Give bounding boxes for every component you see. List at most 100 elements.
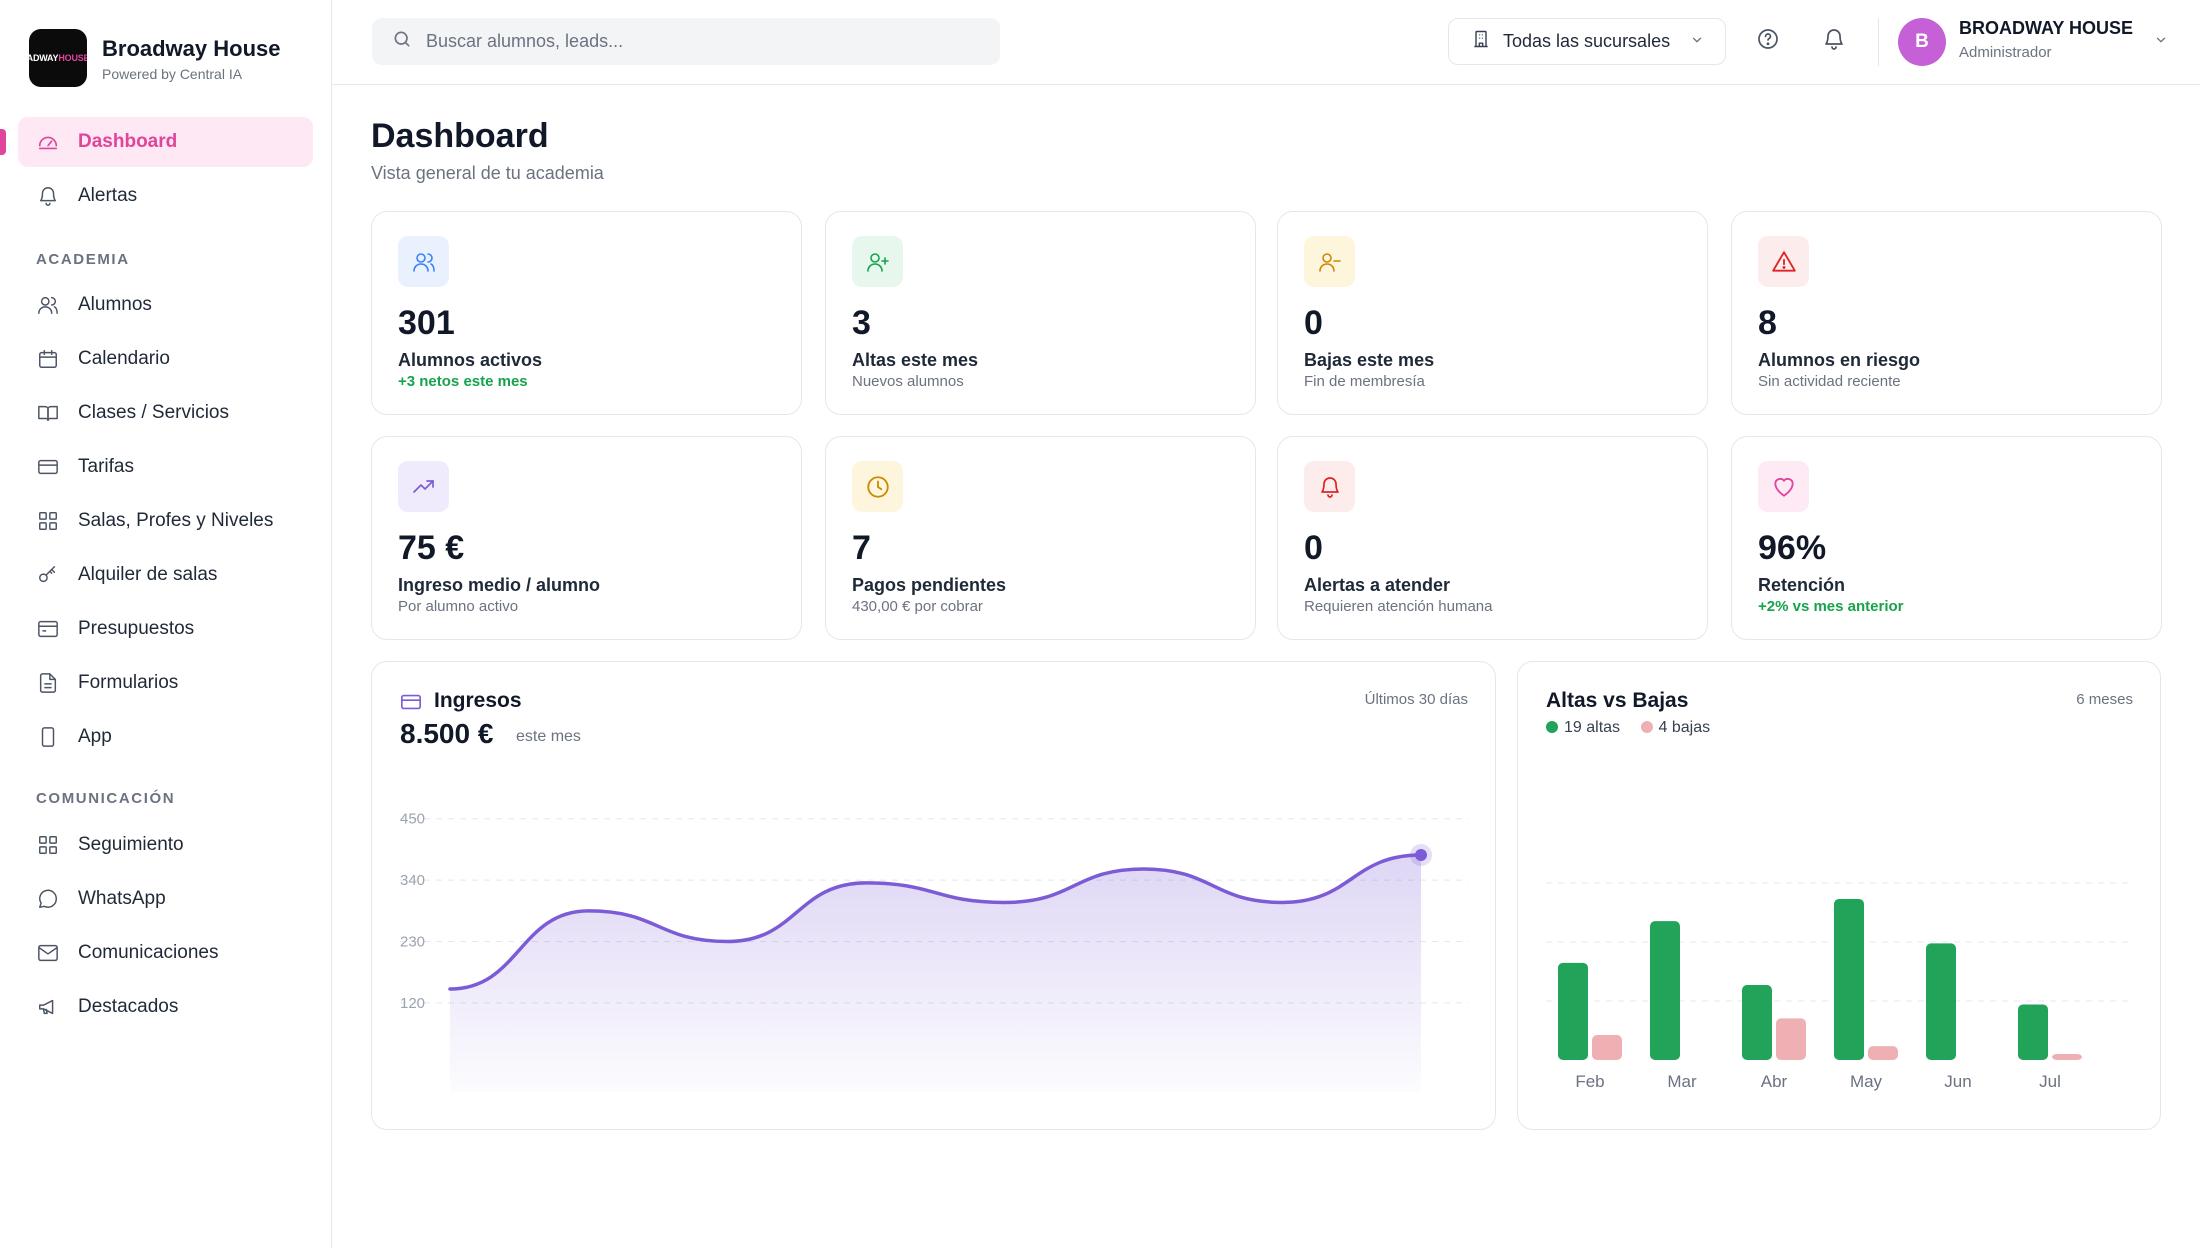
sidebar-item-label: Alertas	[78, 185, 138, 206]
sidebar-item-tarifas[interactable]: Tarifas	[18, 442, 313, 492]
avatar[interactable]: B	[1898, 18, 1946, 66]
ingresos-period: Últimos 30 días	[1364, 691, 1468, 708]
x-tick-label: Feb	[1575, 1072, 1604, 1091]
sidebar-item-alumnos[interactable]: Alumnos	[18, 280, 313, 330]
stat-sub: +2% vs mes anterior	[1758, 598, 1904, 615]
stat-card[interactable]: 8 Alumnos en riesgo Sin actividad reciente	[1731, 211, 2162, 415]
last-point	[1415, 849, 1427, 862]
stat-value: 0	[1304, 529, 1323, 567]
sidebar-item-seguimiento[interactable]: Seguimiento	[18, 820, 313, 870]
sidebar-item-app[interactable]: App	[18, 712, 313, 762]
sidebar-item-presupuestos[interactable]: Presupuestos	[18, 604, 313, 654]
x-tick-label: May	[1850, 1072, 1883, 1091]
sidebar-item-whatsapp[interactable]: WhatsApp	[18, 874, 313, 924]
sidebar-item-label: Comunicaciones	[78, 942, 219, 963]
sidebar-item-label: Alumnos	[78, 294, 152, 315]
altas-bajas-panel: Altas vs Bajas 6 meses 19 altas 4 bajas …	[1517, 661, 2161, 1130]
y-tick-label: 120	[400, 995, 425, 1012]
y-tick-label: 450	[400, 811, 425, 828]
ingresos-amount: 8.500 €	[400, 718, 494, 749]
chevron-down-icon[interactable]	[2154, 33, 2168, 52]
brand[interactable]: ADWAYHOUSE Broadway House Powered by Cen…	[29, 29, 281, 87]
bar-altas	[2018, 1004, 2048, 1060]
sidebar-item-salas[interactable]: Salas, Profes y Niveles	[18, 496, 313, 546]
sidebar-item-label: WhatsApp	[78, 888, 166, 909]
stat-card[interactable]: 0 Alertas a atender Requieren atención hum…	[1277, 436, 1708, 640]
stat-sub: 430,00 € por cobrar	[852, 598, 983, 615]
grid-icon	[36, 833, 60, 857]
stat-card[interactable]: 3 Altas este mes Nuevos alumnos	[825, 211, 1256, 415]
bar-bajas	[1592, 1035, 1622, 1060]
altas-bajas-period: 6 meses	[2076, 691, 2133, 708]
file-text-icon	[36, 671, 60, 695]
stat-card[interactable]: 96% Retención +2% vs mes anterior	[1731, 436, 2162, 640]
stat-label: Bajas este mes	[1304, 350, 1435, 370]
stat-value: 3	[852, 304, 871, 342]
x-tick-label: Mar	[1667, 1072, 1697, 1091]
sidebar-item-destacados[interactable]: Destacados	[18, 982, 313, 1032]
bar-altas	[1834, 898, 1864, 1060]
topbar: Todas las sucursales B BROADWAY HOUSE Ad…	[332, 0, 2200, 85]
y-tick-label: 340	[400, 872, 425, 889]
section-label-comunicacion: COMUNICACIÓN	[36, 790, 176, 807]
notifications-button[interactable]	[1818, 25, 1850, 57]
x-tick-label: Abr	[1761, 1072, 1788, 1091]
stat-sub: Fin de membresía	[1304, 373, 1425, 390]
brand-subtitle: Powered by Central IA	[102, 65, 243, 82]
ingresos-amount-note: este mes	[516, 728, 581, 745]
brand-name: Broadway House	[102, 35, 281, 61]
topbar-divider	[1878, 18, 1879, 66]
stat-card[interactable]: 0 Bajas este mes Fin de membresía	[1277, 211, 1708, 415]
sidebar-item-label: Seguimiento	[78, 834, 184, 855]
ingresos-area-chart: 120 230 340 450	[400, 811, 1469, 1092]
bar-bajas	[2052, 1054, 2082, 1060]
search-input[interactable]	[426, 31, 986, 52]
mail-icon	[36, 941, 60, 965]
brand-logo: ADWAYHOUSE	[29, 29, 87, 87]
building-icon	[1471, 29, 1491, 54]
x-tick-label: Jun	[1944, 1072, 1971, 1091]
sidebar-item-clases[interactable]: Clases / Servicios	[18, 388, 313, 438]
ingresos-panel: Ingresos Últimos 30 días 8.500 € este me…	[371, 661, 1496, 1130]
sidebar-item-formularios[interactable]: Formularios	[18, 658, 313, 708]
stat-card[interactable]: 7 Pagos pendientes 430,00 € por cobrar	[825, 436, 1256, 640]
search-bar[interactable]	[372, 18, 1000, 65]
stat-value: 75 €	[398, 529, 465, 567]
chart-legend: 19 altas 4 bajas	[1546, 719, 1710, 737]
users-icon	[36, 293, 60, 317]
help-button[interactable]	[1752, 25, 1784, 57]
sidebar-item-label: Formularios	[78, 672, 179, 693]
calendar-icon	[36, 347, 60, 371]
stat-card[interactable]: 301 Alumnos activos +3 netos este mes	[371, 211, 802, 415]
section-label-academia: ACADEMIA	[36, 251, 130, 268]
sidebar-item-label: Alquiler de salas	[78, 564, 218, 585]
heart-icon	[1758, 461, 1809, 512]
sidebar-item-label: App	[78, 726, 112, 747]
bar-altas	[1742, 985, 1772, 1060]
book-icon	[36, 401, 60, 425]
altas-bajas-bar-chart: Feb Mar Abr May Jun Jul	[1546, 882, 2132, 1091]
chevron-down-icon	[1690, 31, 1704, 52]
legend-dot-altas	[1546, 721, 1558, 733]
bar-altas	[1926, 943, 1956, 1060]
user-name[interactable]: BROADWAY HOUSE	[1959, 18, 2134, 38]
stat-card[interactable]: 75 € Ingreso medio / alumno Por alumno act…	[371, 436, 802, 640]
chat-bubble-icon	[36, 887, 60, 911]
altas-bajas-title: Altas vs Bajas	[1546, 689, 1689, 712]
bar-bajas	[1776, 1018, 1806, 1060]
bell-icon	[1304, 461, 1355, 512]
help-circle-icon	[1756, 27, 1780, 56]
sidebar-item-label: Dashboard	[78, 131, 178, 152]
page-title: Dashboard	[371, 117, 549, 155]
sidebar-item-alquiler[interactable]: Alquiler de salas	[18, 550, 313, 600]
sidebar-item-calendario[interactable]: Calendario	[18, 334, 313, 384]
branch-selector[interactable]: Todas las sucursales	[1448, 18, 1726, 65]
sidebar-item-comunicaciones[interactable]: Comunicaciones	[18, 928, 313, 978]
sidebar-item-alertas[interactable]: Alertas	[18, 171, 313, 221]
stat-value: 301	[398, 304, 455, 342]
bell-icon	[36, 184, 60, 208]
branch-label: Todas las sucursales	[1503, 31, 1671, 51]
sidebar-item-dashboard[interactable]: Dashboard	[18, 117, 313, 167]
legend-altas: 19 altas	[1546, 719, 1620, 736]
